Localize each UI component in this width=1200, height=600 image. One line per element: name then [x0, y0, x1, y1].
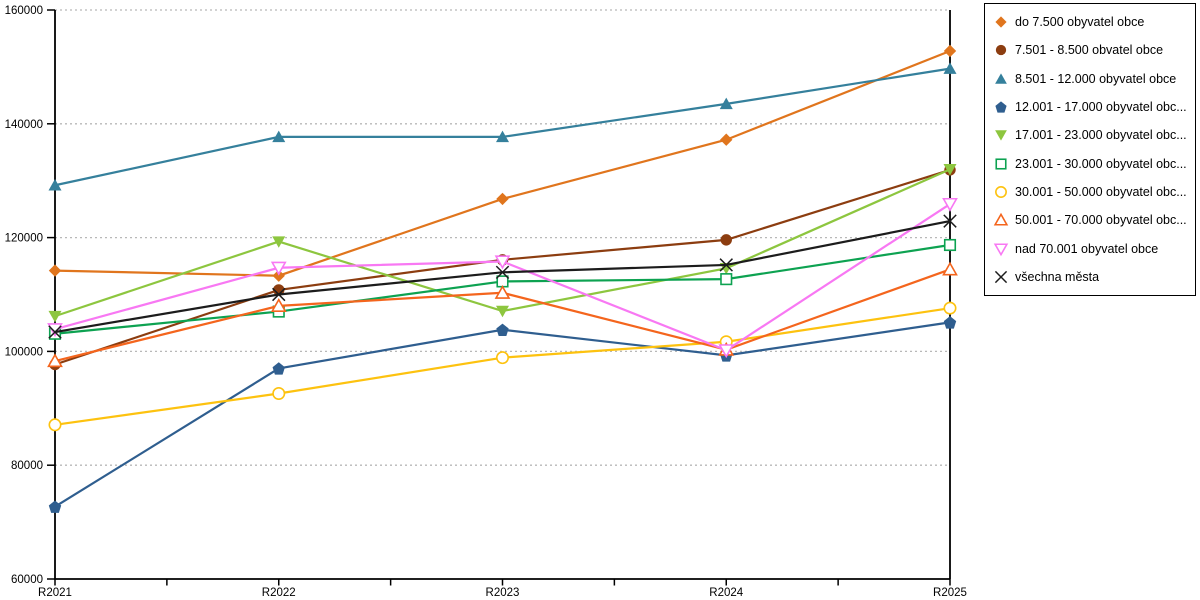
triangle-down-icon	[718, 344, 735, 359]
x-tick-label: R2023	[486, 587, 520, 599]
pentagon-icon	[48, 500, 62, 513]
square-icon	[995, 158, 1007, 170]
x-tick-label: R2024	[709, 587, 743, 599]
triangle-up-icon	[48, 179, 62, 191]
triangle-down-icon	[943, 164, 957, 176]
legend-item: do 7.500 obyvatel obce	[993, 14, 1193, 30]
square-icon	[943, 238, 957, 252]
y-tick-label: 100000	[5, 346, 43, 358]
legend-item: všechna města	[993, 269, 1193, 285]
triangle-down-icon	[942, 197, 958, 212]
diamond-icon	[995, 16, 1007, 28]
series-line-2	[54, 67, 951, 187]
y-tick-label: 140000	[5, 119, 43, 131]
y-tick-label: 60000	[11, 574, 43, 586]
triangle-up-icon	[993, 212, 1009, 226]
legend-label: 8.501 - 12.000 obyvatel obce	[1015, 71, 1177, 86]
circle-icon	[995, 45, 1007, 56]
diamond-icon	[272, 269, 285, 282]
triangle-up-icon	[272, 130, 286, 143]
triangle-up-icon	[494, 284, 511, 299]
x-icon	[994, 270, 1008, 283]
circle-icon	[272, 387, 286, 401]
triangle-down-icon	[495, 305, 510, 318]
triangle-up-icon	[995, 73, 1007, 84]
x-icon	[943, 214, 957, 228]
legend-item: 12.001 - 17.000 obyvatel obc...	[993, 99, 1193, 115]
circle-icon	[995, 185, 1007, 198]
legend-label: 30.001 - 50.000 obyvatel obc...	[1015, 184, 1187, 199]
legend-item: 8.501 - 12.000 obyvatel obce	[993, 71, 1193, 87]
x-icon	[272, 287, 286, 302]
triangle-down-icon	[995, 130, 1007, 141]
triangle-down-icon	[995, 130, 1007, 141]
legend-item: 7.501 - 8.500 obvatel obce	[993, 42, 1193, 58]
diamond-icon	[496, 192, 509, 206]
x-icon	[48, 325, 62, 339]
square-icon	[995, 158, 1007, 170]
triangle-down-icon	[272, 236, 286, 248]
legend-item: 23.001 - 30.000 obyvatel obc...	[993, 156, 1193, 172]
triangle-up-icon	[995, 73, 1007, 84]
legend-item: 17.001 - 23.000 obyvatel obc...	[993, 127, 1193, 143]
triangle-down-icon	[48, 310, 62, 323]
x-icon	[994, 270, 1008, 283]
legend-item: 30.001 - 50.000 obyvatel obc...	[993, 184, 1193, 200]
triangle-down-icon	[494, 255, 511, 270]
series-line-3	[54, 321, 951, 508]
circle-icon	[943, 301, 957, 315]
circle-icon	[995, 185, 1007, 198]
circle-icon	[273, 284, 285, 296]
legend-item: nad 70.001 obyvatel obce	[993, 241, 1193, 257]
y-tick-label: 80000	[11, 460, 43, 472]
pentagon-icon	[496, 323, 509, 336]
legend-label: 23.001 - 30.000 obyvatel obc...	[1015, 156, 1187, 171]
diamond-icon	[48, 264, 62, 277]
triangle-up-icon	[495, 130, 510, 143]
legend-label: do 7.500 obyvatel obce	[1015, 15, 1145, 30]
triangle-up-icon	[942, 261, 958, 276]
legend-label: všechna města	[1015, 269, 1100, 284]
legend-label: 50.001 - 70.000 obyvatel obc...	[1015, 213, 1187, 228]
legend-label: 7.501 - 8.500 obvatel obce	[1015, 43, 1164, 58]
triangle-down-icon	[993, 242, 1009, 256]
circle-icon	[720, 234, 732, 246]
square-icon	[720, 273, 733, 286]
x-icon	[719, 258, 733, 272]
triangle-up-icon	[270, 298, 287, 312]
pentagon-icon	[995, 101, 1007, 113]
y-tick-label: 120000	[5, 233, 43, 245]
y-tick-label: 160000	[5, 5, 43, 17]
pentagon-icon	[995, 101, 1007, 113]
legend-item: 50.001 - 70.000 obyvatel obc...	[993, 212, 1193, 228]
triangle-up-icon	[993, 212, 1009, 226]
triangle-down-icon	[270, 261, 287, 276]
pentagon-icon	[943, 316, 957, 329]
triangle-up-icon	[719, 97, 733, 110]
triangle-up-icon	[47, 353, 63, 368]
triangle-down-icon	[993, 242, 1009, 256]
circle-icon	[495, 351, 510, 365]
diamond-icon	[995, 16, 1007, 28]
series-line-0	[54, 49, 951, 277]
legend-label: 12.001 - 17.000 obyvatel obc...	[1015, 100, 1187, 115]
x-icon	[495, 265, 510, 280]
pentagon-icon	[272, 362, 285, 375]
diamond-icon	[943, 44, 957, 58]
legend-label: 17.001 - 23.000 obyvatel obc...	[1015, 128, 1187, 143]
circle-icon	[995, 45, 1007, 56]
legend-label: nad 70.001 obyvatel obce	[1015, 241, 1159, 256]
diamond-icon	[720, 133, 733, 146]
x-tick-label: R2025	[933, 587, 967, 599]
circle-icon	[48, 418, 62, 432]
legend: do 7.500 obyvatel obce 7.501 - 8.500 obv…	[984, 3, 1196, 296]
triangle-up-icon	[943, 62, 957, 74]
x-tick-label: R2021	[38, 587, 72, 599]
x-tick-label: R2022	[262, 587, 296, 599]
